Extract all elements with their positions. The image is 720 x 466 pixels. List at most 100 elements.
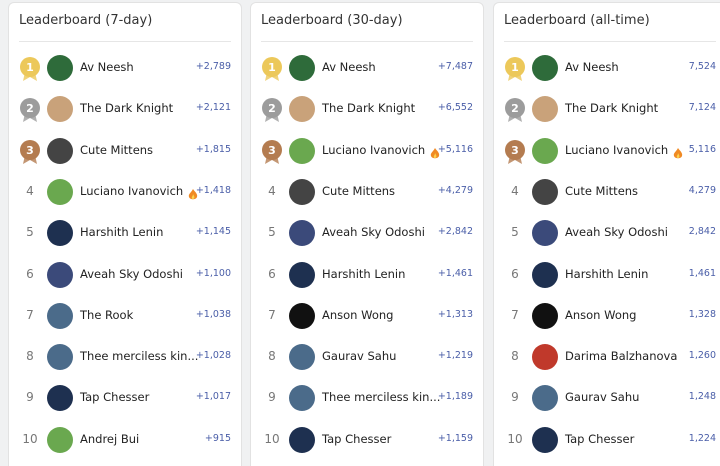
card-title: Leaderboard (all-time) (504, 13, 650, 28)
avatar (289, 96, 315, 123)
leaderboard-row: 8 Darima Balzhanova 1,260 (494, 342, 720, 372)
leaderboard-row: 2 The Dark Knight +2,121 (9, 94, 241, 124)
player-name: Luciano Ivanovich (322, 142, 426, 157)
leaderboard-row: 4 Luciano Ivanovich +1,418 (9, 177, 241, 207)
rank: 2 (26, 102, 34, 115)
score: +2,121 (195, 102, 231, 114)
score: +7,487 (437, 61, 473, 72)
avatar (532, 302, 558, 329)
card-title: Leaderboard (7-day) (19, 13, 153, 28)
score: +1,461 (437, 267, 473, 279)
avatar (289, 302, 315, 329)
player-name: The Dark Knight (565, 101, 659, 116)
leaderboard-row: 6 Harshith Lenin +1,461 (251, 260, 483, 290)
avatar (532, 344, 558, 371)
leaderboard-card: Leaderboard (all-time) 1 Av Neesh 7,524 2 The… (493, 2, 720, 466)
leaderboard-row: 3 Cute Mittens +1,815 (9, 136, 241, 166)
player-name: Anson Wong (322, 307, 394, 322)
score: +1,159 (437, 432, 473, 444)
score: 1,248 (688, 391, 716, 403)
leaderboard-row: 9 Tap Chesser +1,017 (9, 383, 241, 413)
avatar (47, 178, 73, 205)
rank: 3 (26, 144, 34, 157)
avatar (47, 96, 73, 123)
leaderboard-row: 10 Andrej Bui +915 (9, 425, 241, 455)
avatar (289, 178, 315, 205)
player-name: Andrej Bui (80, 431, 140, 446)
rank: 5 (511, 225, 519, 240)
rank: 4 (511, 183, 519, 198)
rank: 3 (511, 144, 519, 157)
leaderboard-row: 10 Tap Chesser +1,159 (251, 425, 483, 455)
avatar (532, 385, 558, 412)
score: +5,116 (437, 143, 473, 155)
leaderboard-row: 3 Luciano Ivanovich +5,116 (251, 136, 483, 166)
fire-icon (430, 145, 440, 164)
avatar (47, 137, 73, 164)
avatar (532, 426, 558, 453)
avatar (532, 137, 558, 164)
player-name: Thee merciless kin... (322, 390, 441, 405)
score: +1,815 (195, 143, 231, 155)
rank: 6 (26, 266, 34, 281)
medal: 1 (503, 56, 527, 86)
rank: 4 (26, 183, 34, 198)
rank: 7 (26, 307, 34, 322)
score: +1,313 (437, 308, 473, 320)
score: +1,145 (195, 226, 231, 238)
leaderboard-row: 6 Aveah Sky Odoshi +1,100 (9, 260, 241, 290)
avatar (289, 344, 315, 371)
player-name: Av Neesh (322, 60, 376, 74)
medal-icon: 3 (20, 139, 40, 164)
avatar (532, 261, 558, 288)
score: +1,418 (195, 184, 231, 196)
rank: 10 (507, 431, 523, 446)
medal: 2 (503, 97, 527, 127)
score: 1,328 (688, 308, 716, 320)
player-name: Thee merciless kin... (80, 349, 199, 364)
leaderboard-row: 2 The Dark Knight +6,552 (251, 94, 483, 124)
leaderboard-row: 8 Gaurav Sahu +1,219 (251, 342, 483, 372)
rank: 2 (511, 102, 519, 115)
medal-icon: 1 (505, 57, 525, 81)
player-name: Cute Mittens (80, 142, 154, 157)
leaderboard-row: 2 The Dark Knight 7,124 (494, 94, 720, 124)
score: 5,116 (688, 143, 716, 155)
player-name: Tap Chesser (322, 431, 392, 446)
leaderboard-row: 5 Aveah Sky Odoshi +2,842 (251, 218, 483, 248)
avatar (47, 344, 73, 371)
score: +4,279 (437, 184, 473, 196)
leaderboard-row: 7 Anson Wong 1,328 (494, 301, 720, 331)
player-name: Tap Chesser (565, 431, 635, 446)
leaderboard-row: 7 Anson Wong +1,313 (251, 301, 483, 331)
rank: 9 (511, 390, 519, 405)
rank: 1 (268, 61, 276, 74)
rank: 4 (268, 183, 276, 198)
player-name: Anson Wong (565, 307, 637, 322)
rank: 3 (268, 144, 276, 157)
player-name: Aveah Sky Odoshi (80, 266, 183, 281)
rank: 6 (268, 266, 276, 281)
avatar (47, 220, 73, 247)
divider (261, 41, 473, 42)
avatar (47, 261, 73, 288)
avatar (47, 302, 73, 329)
player-name: Harshith Lenin (80, 225, 164, 240)
leaderboard-row: 8 Thee merciless kin... +1,028 (9, 342, 241, 372)
score: +1,038 (195, 308, 231, 320)
score: 7,124 (688, 102, 716, 114)
avatar (47, 385, 73, 412)
score: 7,524 (688, 61, 716, 72)
rank: 1 (511, 61, 519, 74)
score: +1,017 (195, 391, 231, 403)
leaderboard-row: 1 Av Neesh 7,524 (494, 53, 720, 83)
leaderboard-row: 10 Tap Chesser 1,224 (494, 425, 720, 455)
player-name: The Dark Knight (80, 101, 174, 116)
medal-icon: 2 (262, 98, 282, 123)
leaderboard-row: 5 Harshith Lenin +1,145 (9, 218, 241, 248)
score: 4,279 (688, 184, 716, 196)
player-name: Tap Chesser (80, 390, 150, 405)
score: 1,224 (688, 432, 716, 444)
rank: 7 (511, 307, 519, 322)
player-name: Luciano Ivanovich (80, 183, 184, 198)
